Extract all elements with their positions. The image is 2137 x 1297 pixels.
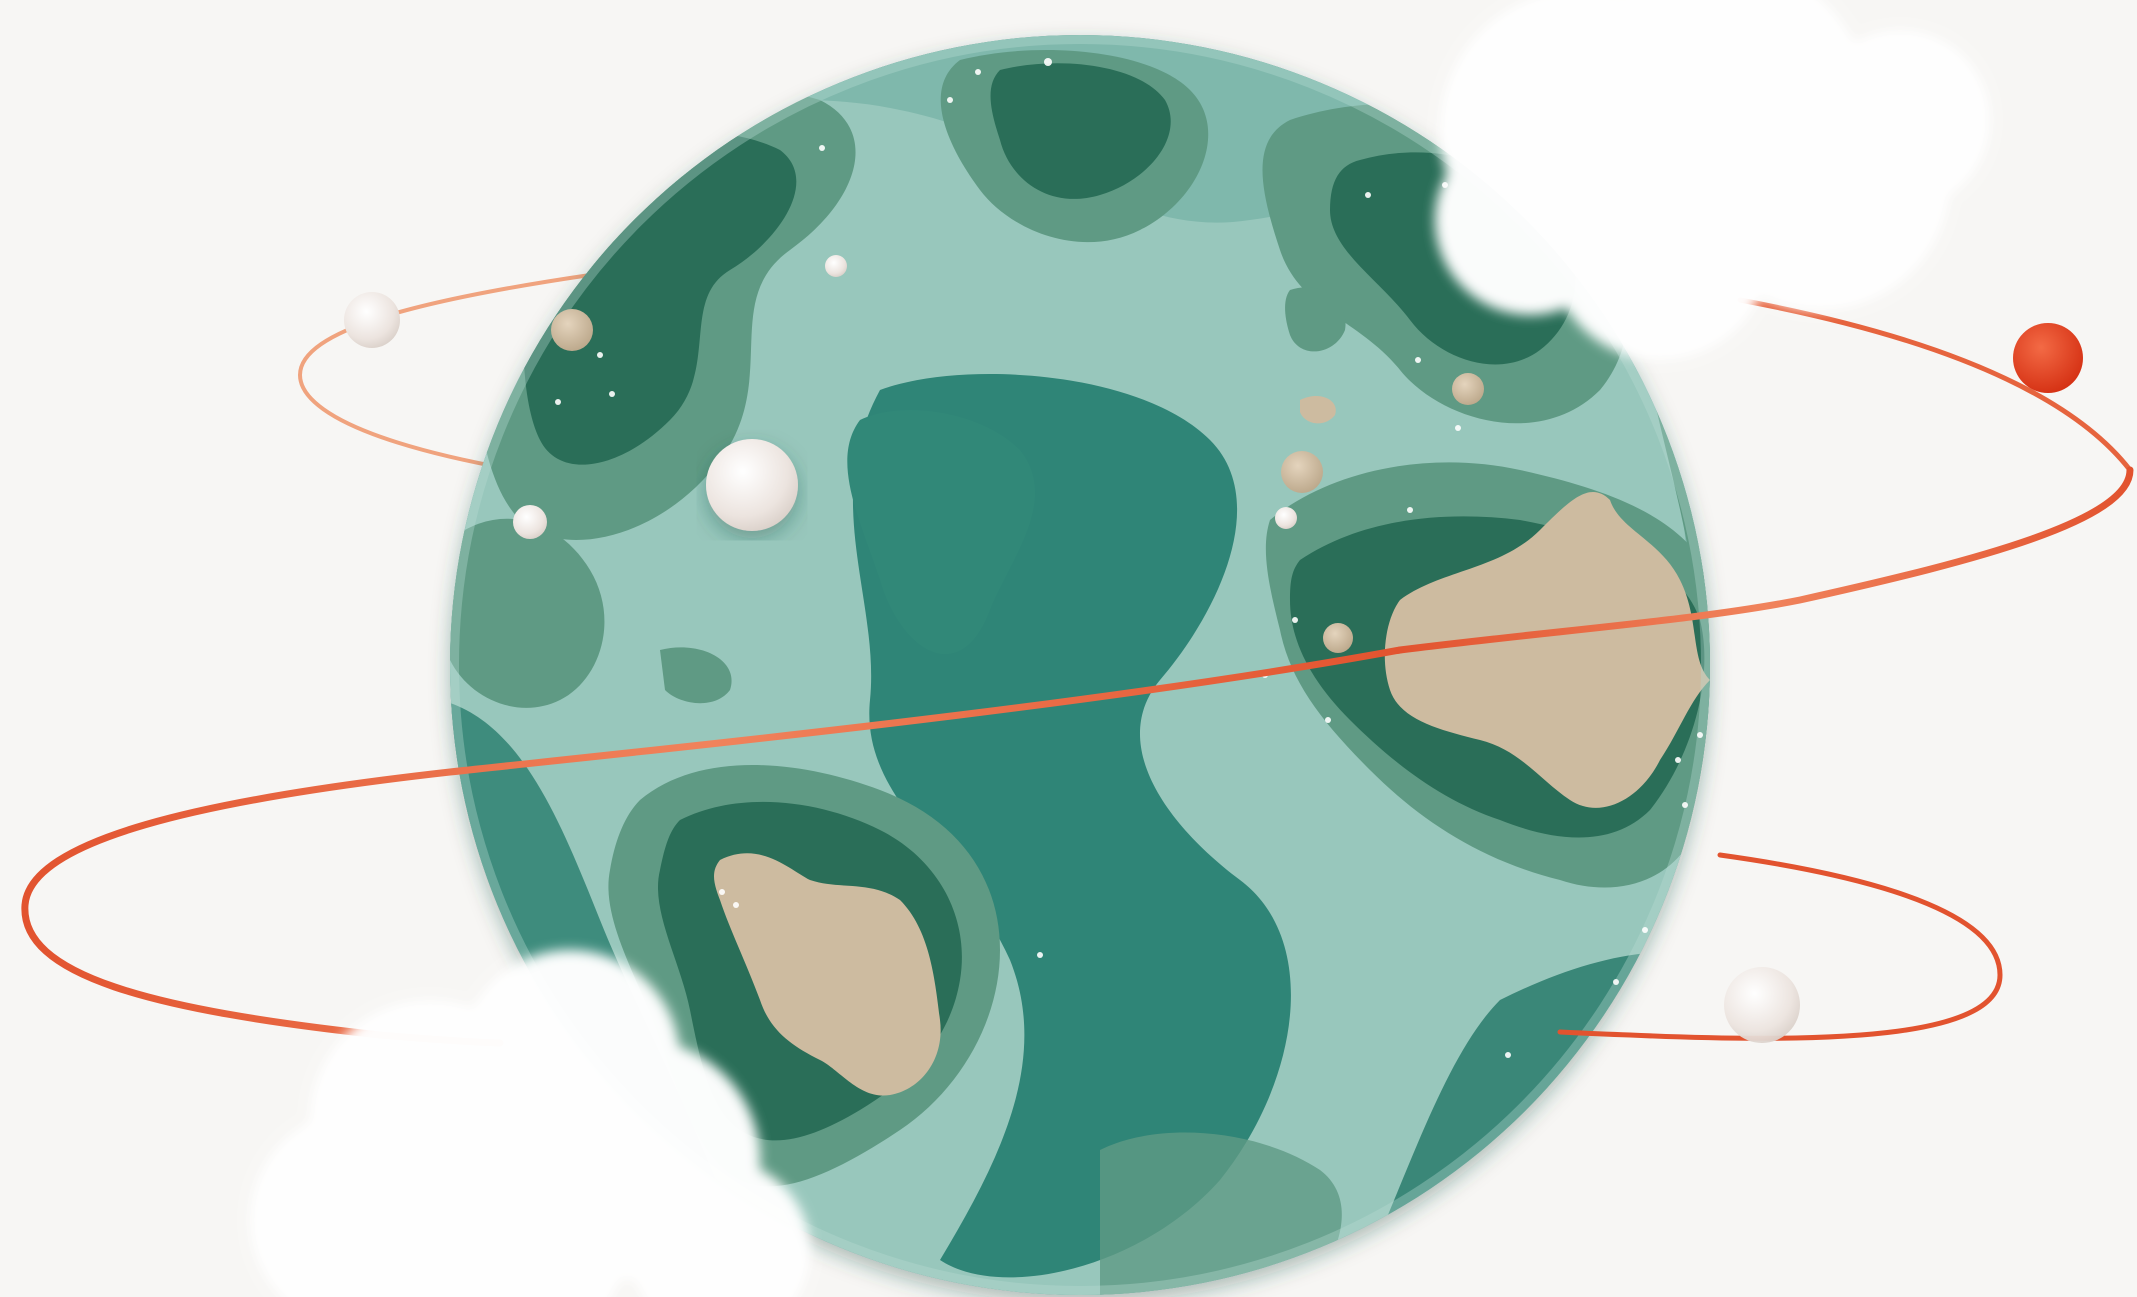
small-moon-bottom-right [1724,967,1800,1043]
orbit-moons [344,292,2083,1043]
red-planet [2013,323,2083,393]
large-moon [706,439,798,531]
clouds [250,0,1990,1297]
cloud-bottom-left [250,950,810,1297]
small-moon-left [344,292,400,348]
globe-dots [513,255,1484,653]
cloud-top-right [1435,0,1990,360]
